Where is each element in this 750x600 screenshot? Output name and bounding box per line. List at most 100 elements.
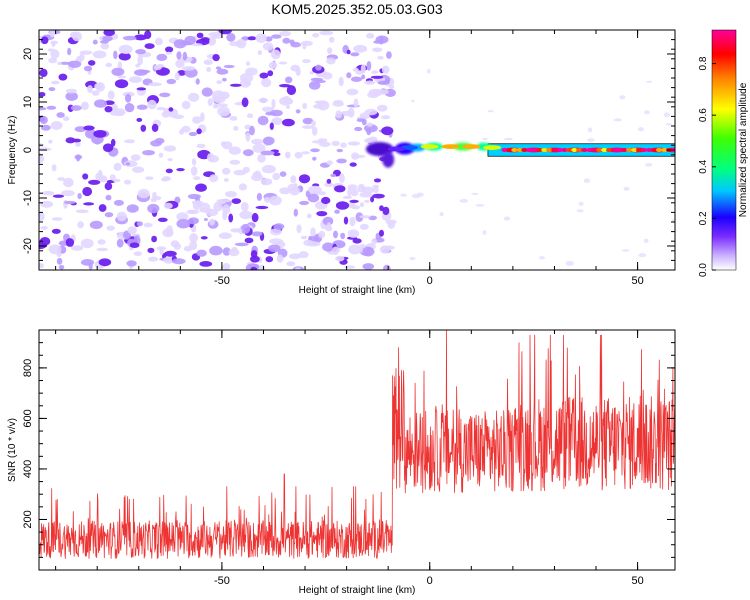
signal-segment [501,148,508,152]
noise-blob [382,206,390,216]
noise-blob [353,44,368,53]
noise-blob [165,168,173,174]
noise-blob [93,130,107,138]
noise-blob [39,92,46,97]
noise-blob [150,197,157,203]
noise-blob [71,138,82,143]
noise-blob [312,156,317,161]
noise-blob [299,200,310,206]
noise-blob [187,209,196,214]
noise-blob [295,109,301,114]
noise-blob [370,75,384,79]
noise-blob [172,114,184,120]
noise-blob [49,30,56,38]
noise-blob [338,76,344,87]
noise-blob [267,70,274,77]
noise-blob [350,188,359,197]
signal-segment [541,148,548,152]
noise-blob [251,173,264,182]
noise-blob [76,154,81,162]
noise-blob [279,30,291,37]
noise-blob [373,186,379,194]
noise-blob [216,199,231,203]
noise-blob [212,90,225,100]
noise-blob [251,212,259,223]
noise-blob [127,226,137,235]
noise-blob [310,227,316,237]
noise-blob [247,113,254,118]
noise-blob [331,140,340,147]
noise-blob [257,50,263,56]
noise-blob [209,218,215,226]
noise-blob [260,150,275,156]
noise-blob [355,212,364,223]
noise-blob [167,158,173,162]
noise-blob [58,73,68,81]
noise-blob [109,174,116,181]
noise-blob [302,59,311,64]
noise-blob [224,191,237,198]
noise-blob [459,199,469,203]
noise-blob [387,221,395,229]
noise-blob [50,121,63,130]
noise-blob [326,222,332,231]
noise-blob [168,107,174,112]
noise-blob [270,49,281,60]
noise-blob [229,115,238,121]
noise-blob [294,151,303,159]
signal-segment [626,148,633,152]
noise-blob [192,43,203,47]
noise-blob [132,166,145,173]
noise-blob [209,174,219,183]
colorbar-tick-label: 0.0 [698,263,709,277]
noise-blob [377,80,390,85]
y-tick-label: 600 [22,409,34,427]
noise-blob [104,212,114,218]
noise-blob [124,103,135,113]
noise-blob [148,256,159,262]
noise-blob [326,178,332,184]
noise-blob [255,33,267,43]
noise-blob [72,31,82,42]
noise-blob [322,242,335,252]
noise-blob [39,237,51,246]
noise-blob [244,237,254,244]
noise-blob [116,238,124,248]
noise-blob [471,192,479,195]
signal-point [483,145,502,151]
noise-blob [255,205,269,210]
noise-blob [349,199,359,203]
noise-blob [362,246,375,257]
noise-blob [222,204,231,215]
signal-segment [651,148,658,152]
noise-blob [96,247,108,252]
noise-blob [621,249,630,252]
noise-blob [39,68,48,78]
signal-segment [581,148,588,152]
noise-blob [217,106,231,117]
signal-segment [606,148,613,152]
noise-blob [250,255,260,263]
noise-blob [371,238,377,245]
noise-blob [83,125,95,131]
noise-blob [298,174,311,184]
signal-segment [571,148,578,152]
noise-blob [51,217,63,221]
noise-blob [353,98,359,108]
noise-blob [222,77,227,82]
noise-blob [340,232,346,240]
noise-blob [504,137,513,141]
noise-blob [284,151,291,159]
noise-blob [319,30,333,36]
noise-blob [364,80,376,85]
x-tick-label: 0 [427,275,433,287]
noise-blob [359,202,365,208]
noise-blob [251,231,263,237]
noise-blob [346,49,351,55]
noise-blob [89,220,103,230]
noise-blob [174,72,180,81]
noise-blob [187,217,199,225]
noise-blob [364,199,370,203]
noise-blob [371,70,379,74]
noise-blob [182,66,196,71]
